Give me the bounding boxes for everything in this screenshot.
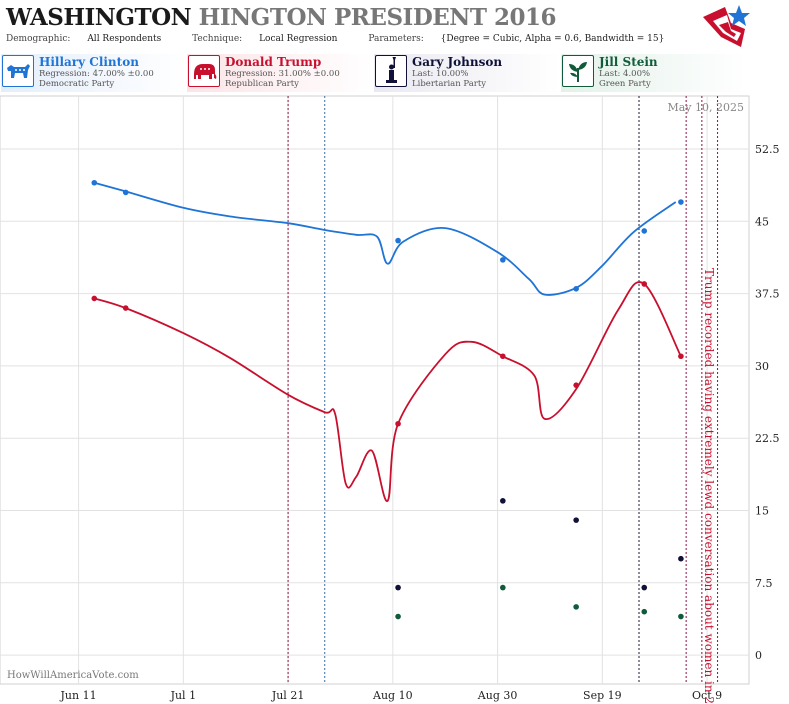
candidate-stat: Last: 4.00% xyxy=(599,69,651,79)
candidate-stat: Regression: 47.00% ±0.00 xyxy=(39,69,154,79)
y-tick-labels: 0 7.5 15 22.5 30 37.5 45 52.5 xyxy=(755,143,780,662)
x-tick-label: Aug 30 xyxy=(477,689,518,702)
candidate-card-stein[interactable]: Jill Stein Last: 4.00% Green Party xyxy=(561,54,747,92)
meta-demographic: Demographic: All Respondents xyxy=(6,34,162,44)
data-point-gary-johnson xyxy=(573,517,579,523)
plant-icon xyxy=(562,55,594,87)
series-line-hillary-clinton xyxy=(94,181,677,296)
candidate-name: Gary Johnson xyxy=(412,55,503,69)
event-lines xyxy=(287,96,719,684)
x-tick-label: Jul 1 xyxy=(170,689,197,702)
data-point-jill-stein xyxy=(573,604,579,610)
data-point-hillary-clinton xyxy=(500,257,506,263)
liberty-statue-icon xyxy=(375,55,407,87)
data-point-donald-trump xyxy=(678,353,684,360)
data-point-donald-trump xyxy=(573,382,579,388)
data-point-jill-stein xyxy=(500,584,506,591)
parameters-line: Demographic: All Respondents Technique: … xyxy=(6,34,692,44)
y-tick-label: 37.5 xyxy=(755,288,780,301)
candidate-stat: Regression: 31.00% ±0.00 xyxy=(225,69,340,79)
y-tick-label: 45 xyxy=(755,215,769,228)
data-point-donald-trump xyxy=(91,295,98,302)
candidate-party: Democratic Party xyxy=(39,79,115,89)
series-lines xyxy=(94,181,682,502)
site-logo-icon[interactable] xyxy=(701,3,751,49)
x-tick-labels: Jun 11 Jul 1 Jul 21 Aug 10 Aug 30 Sep 19 Oct 9 xyxy=(60,689,723,702)
x-tick-label: Sep 19 xyxy=(583,689,622,702)
grid-lines xyxy=(0,96,749,684)
event-annotation: Trump recorded having extremely lewd con… xyxy=(702,268,716,704)
watermark: HowWillAmericaVote.com xyxy=(7,670,139,681)
candidate-card-clinton[interactable]: Hillary Clinton Regression: 47.00% ±0.00… xyxy=(1,54,187,92)
candidate-party: Libertarian Party xyxy=(412,79,487,89)
meta-parameters: Parameters: {Degree = Cubic, Alpha = 0.6… xyxy=(368,34,665,44)
data-point-donald-trump xyxy=(122,305,129,311)
data-point-hillary-clinton xyxy=(91,179,98,186)
y-tick-label: 15 xyxy=(755,504,769,517)
series-line-donald-trump xyxy=(94,281,682,502)
title-race: HINGTON PRESIDENT 2016 xyxy=(198,4,557,31)
data-point-hillary-clinton xyxy=(678,199,684,205)
series-points xyxy=(91,179,684,620)
x-tick-label: Oct 9 xyxy=(692,689,722,702)
y-tick-label: 30 xyxy=(755,360,769,373)
y-tick-label: 52.5 xyxy=(755,143,780,156)
data-point-donald-trump xyxy=(395,420,401,427)
y-tick-label: 7.5 xyxy=(755,577,773,590)
plot-area xyxy=(0,95,750,685)
y-tick-label: 0 xyxy=(755,649,762,662)
elephant-icon xyxy=(188,55,220,87)
candidate-name: Jill Stein xyxy=(599,55,658,69)
data-point-hillary-clinton xyxy=(573,285,579,292)
candidate-card-trump[interactable]: Donald Trump Regression: 31.00% ±0.00 Re… xyxy=(187,54,373,92)
data-point-hillary-clinton xyxy=(122,189,129,196)
candidate-party: Green Party xyxy=(599,79,651,89)
data-point-gary-johnson xyxy=(395,584,401,591)
data-point-jill-stein xyxy=(678,613,684,620)
header: WASHINGTON HINGTON PRESIDENT 2016 Demogr… xyxy=(0,0,789,96)
data-point-donald-trump xyxy=(500,353,506,360)
data-point-gary-johnson xyxy=(678,555,684,562)
candidate-name: Hillary Clinton xyxy=(39,55,139,69)
donkey-icon xyxy=(2,55,34,87)
candidate-party: Republican Party xyxy=(225,79,299,89)
x-tick-label: Jul 21 xyxy=(271,689,305,702)
data-point-hillary-clinton xyxy=(395,237,401,244)
candidate-card-johnson[interactable]: Gary Johnson Last: 10.00% Libertarian Pa… xyxy=(374,54,560,92)
y-tick-label: 22.5 xyxy=(755,432,780,445)
data-point-gary-johnson xyxy=(641,584,648,591)
data-point-jill-stein xyxy=(395,613,401,620)
x-tick-label: Aug 10 xyxy=(372,689,413,702)
data-point-jill-stein xyxy=(641,608,648,615)
x-tick-label: Jun 11 xyxy=(60,689,97,702)
date-stamp: May 10, 2025 xyxy=(667,101,744,114)
candidate-cards: Hillary Clinton Regression: 47.00% ±0.00… xyxy=(0,54,789,94)
page-title: WASHINGTON HINGTON PRESIDENT 2016 xyxy=(6,4,556,31)
meta-technique: Technique: Local Regression xyxy=(192,34,338,44)
data-point-gary-johnson xyxy=(500,498,506,504)
candidate-name: Donald Trump xyxy=(225,55,322,69)
title-state: WASHINGTON xyxy=(6,4,192,31)
data-point-hillary-clinton xyxy=(641,228,648,234)
data-point-donald-trump xyxy=(641,281,648,287)
candidate-stat: Last: 10.00% xyxy=(412,69,469,79)
